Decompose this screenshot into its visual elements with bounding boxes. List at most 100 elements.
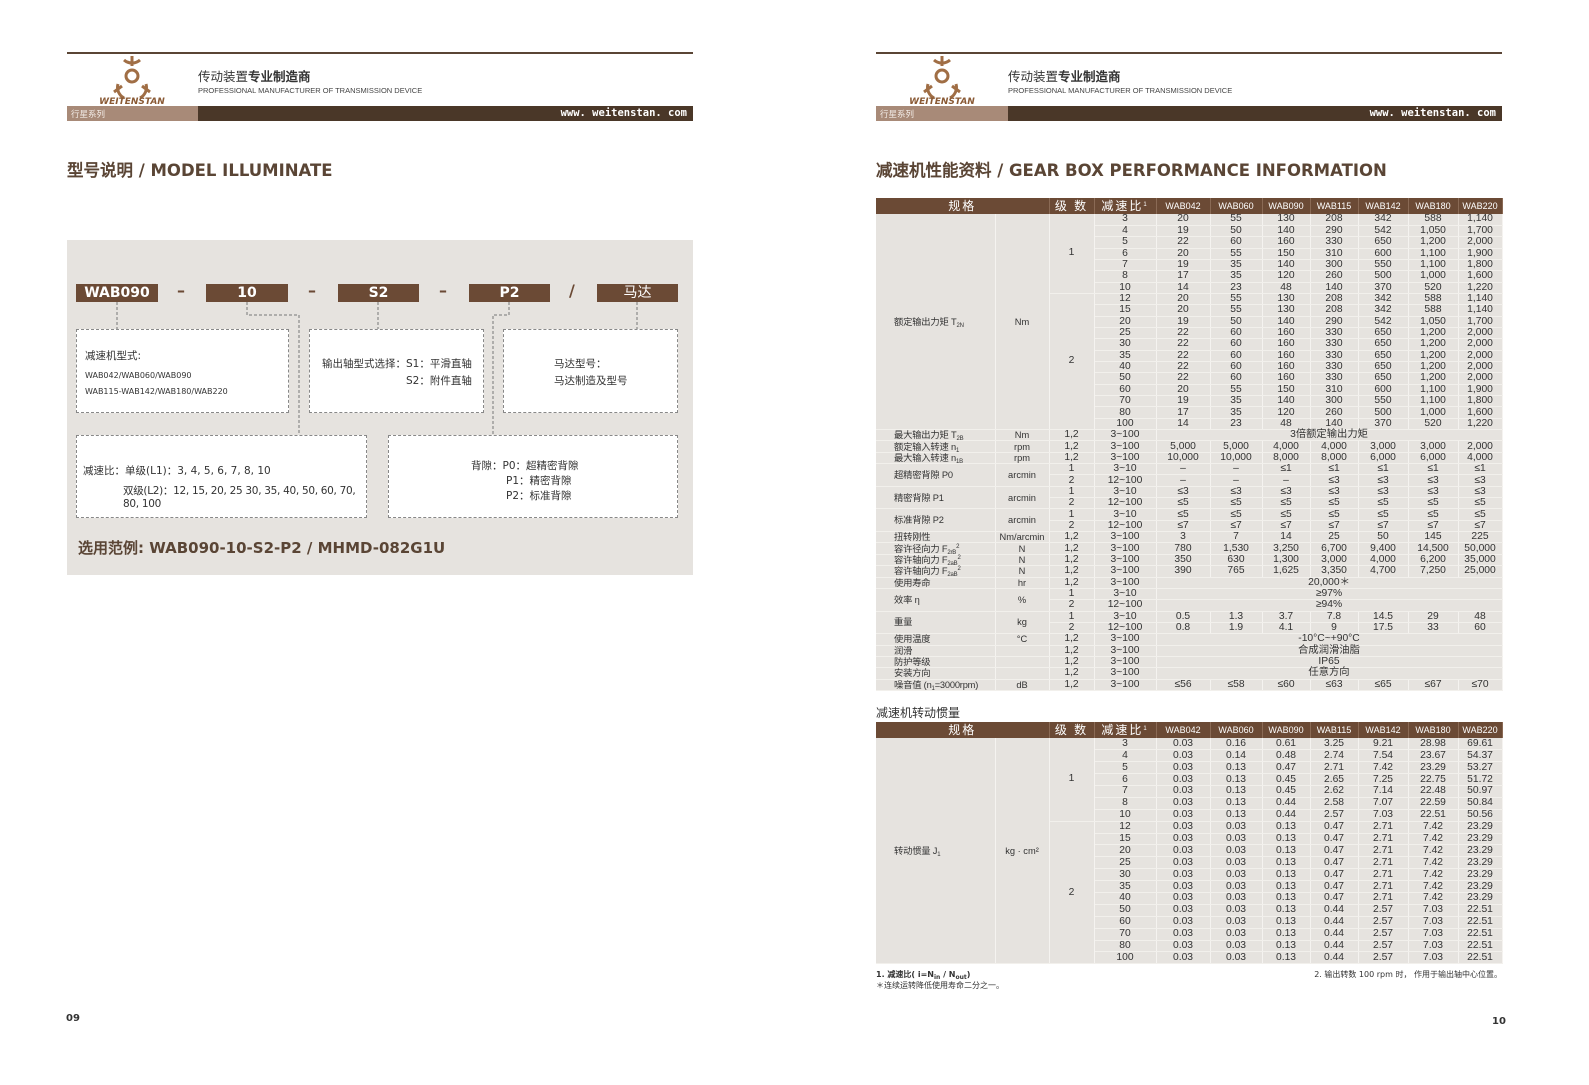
- value: 25,000: [1458, 566, 1503, 578]
- unit: kg: [995, 611, 1050, 635]
- value: 1,220: [1458, 282, 1503, 294]
- value: 0.13: [1262, 868, 1311, 882]
- value: 0.13: [1262, 940, 1311, 953]
- value: 0.03: [1156, 797, 1211, 810]
- table-row: 安装方向 1,2 3~100 任意方向: [876, 668, 1503, 680]
- value: 22.75: [1408, 773, 1459, 786]
- value: 5,000: [1156, 441, 1211, 453]
- ratio: 7: [1094, 259, 1157, 272]
- spec-text: 扭转刚性: [894, 532, 931, 543]
- ratio: 12~100: [1094, 475, 1157, 487]
- value: ≤5: [1310, 497, 1359, 510]
- value: 1,050: [1408, 225, 1459, 238]
- spec-text: 容许径向力 F: [894, 543, 948, 554]
- value: ≤58: [1210, 679, 1263, 691]
- ratio: 3~10: [1094, 611, 1157, 623]
- value: 630: [1210, 554, 1263, 567]
- merged-value: -10°C~+90°C: [1156, 634, 1503, 646]
- value: 1,220: [1458, 418, 1503, 431]
- svg-text:WEITENSTAN: WEITENSTAN: [909, 97, 975, 106]
- value: 650: [1358, 373, 1409, 385]
- spec-text: 噪音值 (n: [894, 679, 932, 690]
- ratio-label: 减速比: [1101, 199, 1144, 213]
- value: 9.21: [1358, 737, 1409, 751]
- value: 7.03: [1408, 916, 1459, 929]
- ratio: 30: [1094, 339, 1157, 351]
- box-label: 减速机型式:: [85, 350, 142, 362]
- ratio: 3~100: [1094, 577, 1157, 589]
- brand-tagline-cn: 传动装置专业制造商: [198, 69, 311, 84]
- ratio: 3~100: [1094, 668, 1157, 680]
- value: 1,000: [1408, 407, 1459, 419]
- ratio: 100: [1094, 418, 1157, 431]
- value: 48: [1262, 282, 1311, 294]
- value: 25: [1310, 531, 1359, 544]
- value: 0.45: [1262, 785, 1311, 798]
- header-model: WAB142: [1358, 721, 1409, 738]
- merged-value: 任意方向: [1156, 668, 1503, 680]
- merged-value: ≥97%: [1156, 588, 1503, 601]
- value: 1,050: [1408, 316, 1459, 328]
- value: 0.03: [1210, 951, 1263, 965]
- ratio: 8: [1094, 271, 1157, 283]
- table-row: 使用温度 °C 1,2 3~100 -10°C~+90°C: [876, 633, 1503, 646]
- value: ≤3: [1310, 486, 1359, 499]
- value: 342: [1358, 214, 1409, 226]
- brand-tagline-en: PROFESSIONAL MANUFACTURER OF TRANSMISSIO…: [198, 86, 423, 95]
- brand-logo: WEITENSTAN: [902, 54, 982, 107]
- value: 14: [1156, 418, 1211, 431]
- table-row: 效率 η% 1 3~10 ≥97%: [876, 588, 1503, 612]
- value: 50.97: [1458, 785, 1503, 798]
- ratio: 6: [1094, 248, 1157, 260]
- value: 0.44: [1262, 809, 1311, 822]
- table-row: 4 0.03 0.14 0.48 2.74 7.54 23.67 54.37: [876, 749, 1503, 763]
- unit: °C: [995, 633, 1050, 646]
- spec-sub: 2aB: [947, 560, 958, 567]
- value: ≤7: [1310, 520, 1359, 533]
- value: 330: [1310, 327, 1359, 340]
- page-number: 09: [66, 1013, 80, 1024]
- value: 22: [1156, 237, 1211, 249]
- website-link[interactable]: www. weitenstan. com: [198, 106, 693, 121]
- value: 0.47: [1310, 820, 1359, 834]
- stage: 1,2: [1049, 656, 1095, 669]
- value: 2.57: [1310, 809, 1359, 822]
- value: 2.57: [1358, 951, 1409, 965]
- header-spec: 规格: [876, 721, 1050, 738]
- value: 370: [1358, 418, 1409, 431]
- value: 2,000: [1458, 237, 1503, 249]
- table-row: 5 0.03 0.13 0.47 2.71 7.42 23.29 53.27: [876, 761, 1503, 775]
- value: 10,000: [1156, 452, 1211, 465]
- value: 0.03: [1156, 904, 1211, 917]
- value: 0.13: [1210, 761, 1263, 775]
- value: 2.71: [1358, 844, 1409, 858]
- stage: 1,2: [1049, 645, 1095, 657]
- value: 600: [1358, 248, 1409, 260]
- value: 1,140: [1458, 305, 1503, 317]
- stage: 2: [1049, 622, 1095, 635]
- value: 3,250: [1262, 543, 1311, 555]
- ratio: 50: [1094, 373, 1157, 385]
- value: ≤1: [1262, 463, 1311, 476]
- header-model: WAB220: [1458, 721, 1503, 738]
- code-model: WAB090: [76, 284, 158, 302]
- website-link[interactable]: www. weitenstan. com: [1008, 106, 1502, 121]
- value: 0.47: [1310, 868, 1359, 882]
- spec-text: 额定输入转速 n: [894, 441, 956, 452]
- spec-sup: 2: [956, 543, 960, 550]
- value: –: [1210, 463, 1263, 476]
- value: ≤1: [1458, 463, 1503, 476]
- value: 1,600: [1458, 407, 1503, 419]
- value: 22: [1156, 350, 1211, 362]
- value: 20: [1156, 292, 1211, 306]
- merged-value: IP65: [1156, 656, 1503, 669]
- value: 2.57: [1358, 928, 1409, 941]
- value: 4,000: [1310, 441, 1359, 453]
- unit: N: [995, 554, 1050, 567]
- value: 0.47: [1310, 856, 1359, 870]
- table-row: 容许轴向力 F2aB2 N 1,2 3~100 390 765 1,625 3,350 4,70…: [876, 566, 1503, 578]
- value: 542: [1358, 316, 1409, 328]
- value: 370: [1358, 282, 1409, 294]
- value: 7.07: [1358, 797, 1409, 810]
- stage: 2: [1049, 821, 1095, 965]
